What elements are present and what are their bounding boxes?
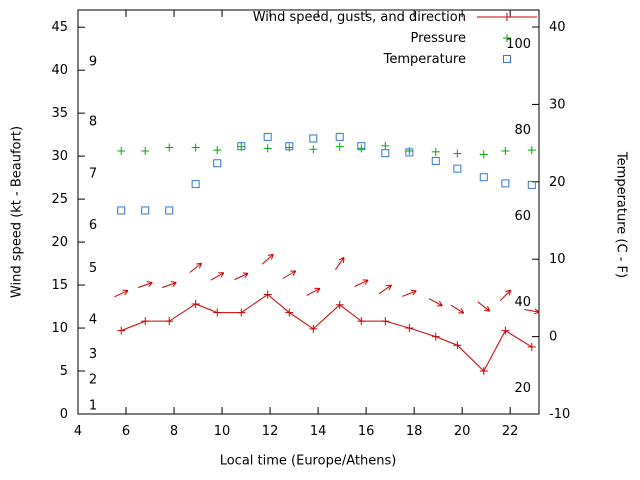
svg-text:30: 30 [549, 97, 566, 112]
svg-text:20: 20 [454, 424, 471, 439]
svg-text:6: 6 [122, 424, 130, 439]
svg-text:5: 5 [89, 261, 97, 276]
svg-text:10: 10 [51, 321, 68, 336]
plot-border [77, 9, 540, 415]
svg-text:30: 30 [51, 149, 68, 164]
svg-text:2: 2 [89, 373, 97, 388]
svg-text:45: 45 [51, 20, 68, 35]
svg-text:6: 6 [89, 218, 97, 233]
wind-series [114, 253, 540, 376]
svg-text:10: 10 [214, 424, 231, 439]
svg-text:14: 14 [310, 424, 327, 439]
temperature-series [117, 132, 536, 215]
svg-text:8: 8 [170, 424, 178, 439]
svg-text:7: 7 [89, 166, 97, 181]
svg-text:-10: -10 [549, 407, 570, 422]
svg-text:15: 15 [51, 278, 68, 293]
svg-text:100: 100 [506, 37, 531, 52]
svg-text:35: 35 [51, 106, 68, 121]
svg-text:Temperature: Temperature [383, 52, 466, 67]
svg-text:40: 40 [514, 295, 531, 310]
svg-text:40: 40 [549, 20, 566, 35]
right-axis-title: Temperature (C - F) [613, 151, 629, 279]
svg-text:60: 60 [514, 209, 531, 224]
x-axis: 4 6 8 10 12 14 16 18 20 22 [74, 10, 519, 439]
svg-text:3: 3 [89, 347, 97, 362]
svg-text:25: 25 [51, 192, 68, 207]
svg-text:20: 20 [549, 175, 566, 190]
svg-text:4: 4 [74, 424, 82, 439]
svg-text:22: 22 [502, 424, 519, 439]
svg-text:16: 16 [358, 424, 375, 439]
svg-text:18: 18 [406, 424, 423, 439]
right-axis: -10 0 10 20 30 40 20 40 60 80 100 [506, 20, 570, 422]
x-axis-title: Local time (Europe/Athens) [219, 453, 397, 469]
svg-text:40: 40 [51, 63, 68, 78]
svg-text:20: 20 [51, 235, 68, 250]
svg-text:8: 8 [89, 115, 97, 130]
svg-text:0: 0 [60, 407, 68, 422]
left-axis-title: Wind speed (kt - Beaufort) [9, 125, 25, 299]
svg-text:0: 0 [549, 330, 557, 345]
svg-text:4: 4 [89, 312, 97, 327]
svg-text:12: 12 [262, 424, 279, 439]
svg-text:5: 5 [60, 364, 68, 379]
pressure-series [117, 141, 536, 159]
svg-text:Wind speed, gusts, and directi: Wind speed, gusts, and direction [253, 10, 466, 25]
svg-text:10: 10 [549, 252, 566, 267]
svg-text:Pressure: Pressure [410, 31, 466, 46]
svg-text:80: 80 [514, 123, 531, 138]
svg-text:1: 1 [89, 398, 97, 413]
svg-text:9: 9 [89, 55, 97, 70]
legend: Wind speed, gusts, and direction Pressure… [253, 10, 537, 67]
svg-text:20: 20 [514, 381, 531, 396]
